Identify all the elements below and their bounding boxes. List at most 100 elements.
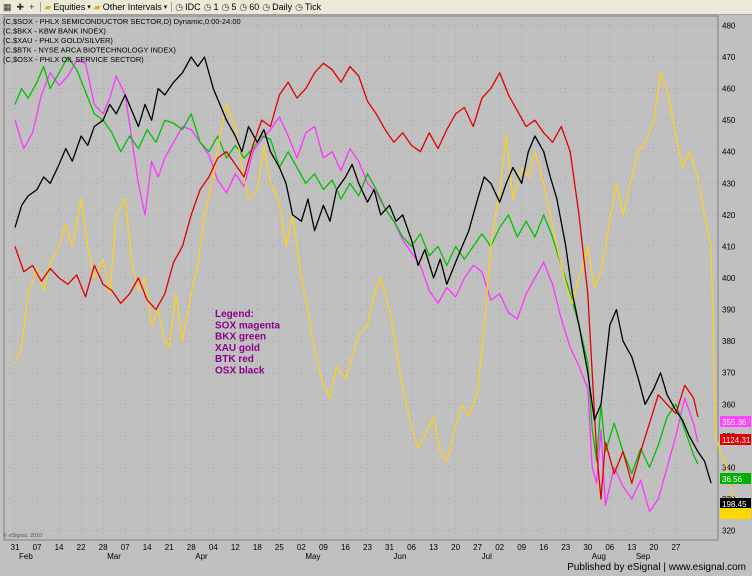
x-tick-label: 12	[231, 543, 240, 552]
clock-icon: ◷	[203, 1, 212, 12]
caret-down-icon: ▾	[87, 4, 91, 11]
x-tick-label: 23	[561, 543, 570, 552]
x-tick-label: 16	[341, 543, 350, 552]
x-tick-label: 07	[33, 543, 42, 552]
legend-line: BKX green	[215, 332, 266, 343]
x-tick-label: 13	[429, 543, 438, 552]
last-value-box-osx	[720, 498, 751, 509]
y-tick-label: 410	[722, 242, 736, 251]
toolbar-item-other-intervals[interactable]: ▰ Other Intervals ▾	[94, 2, 167, 13]
y-tick-label: 370	[722, 369, 736, 378]
toolbar-item-label: Daily	[272, 2, 293, 12]
chart-title-line: (C,$OSX - PHLX OIL SERVICE SECTOR)	[3, 55, 144, 64]
toolbar-item-plus[interactable]: +	[29, 2, 36, 12]
last-value-box-sox	[720, 416, 751, 427]
published-by-label: Published by eSignal | www.esignal.com	[567, 562, 746, 573]
toolbar-item-label: 1	[213, 2, 219, 12]
chart-icon: ▦	[3, 1, 12, 12]
toolbar-item-1[interactable]: ◷ 1	[204, 2, 219, 13]
x-tick-label: 22	[77, 543, 86, 552]
x-tick-label: 20	[451, 543, 460, 552]
x-tick-label: 06	[407, 543, 416, 552]
last-value-label: 36.56	[722, 475, 743, 484]
y-tick-label: 340	[722, 463, 736, 472]
chart-title-line: (C,$XAU - PHLX GOLD/SILVER)	[3, 36, 113, 45]
toolbar-item-chart[interactable]: ▦	[3, 2, 14, 13]
y-tick-label: 400	[722, 274, 736, 283]
x-tick-label: 13	[627, 543, 636, 552]
series-line-osx	[14, 56, 712, 484]
x-tick-label: 27	[671, 543, 680, 552]
caret-down-icon: ▾	[163, 4, 168, 11]
clock-icon: ◷	[295, 1, 303, 12]
clock-icon: ◷	[175, 1, 184, 12]
x-tick-label: 27	[473, 543, 482, 552]
folder-icon: ▰	[93, 1, 101, 12]
x-tick-label: 30	[583, 543, 592, 552]
x-tick-label: 18	[253, 543, 262, 552]
crosshair-icon: ✚	[16, 1, 25, 12]
toolbar-item-label: Other Intervals	[102, 2, 162, 12]
legend-line: OSX black	[215, 366, 265, 377]
month-label: Jun	[394, 552, 407, 561]
x-tick-label: 16	[539, 543, 548, 552]
chart-title-line: (C,$BKX - KBW BANK INDEX)	[3, 27, 106, 36]
x-tick-label: 06	[605, 543, 614, 552]
y-tick-label: 470	[722, 53, 736, 62]
month-label: May	[305, 552, 320, 561]
series-line-btk	[14, 62, 699, 500]
series-line-bkx	[14, 56, 699, 475]
x-tick-label: 28	[99, 543, 108, 552]
y-tick-label: 480	[722, 21, 736, 30]
x-tick-label: 20	[649, 543, 658, 552]
x-tick-label: 02	[495, 543, 504, 552]
toolbar-item-label: Tick	[304, 2, 322, 12]
toolbar-item-daily[interactable]: ◷ Daily	[262, 2, 292, 13]
x-tick-label: 25	[275, 543, 284, 552]
toolbar-separator	[40, 2, 42, 12]
footer-bar: Published by eSignal | www.esignal.com	[0, 561, 752, 576]
last-value-label: 1124.31	[722, 436, 751, 445]
clock-icon: ◷	[262, 1, 271, 12]
copyright-label: © eSignal, 2010	[3, 532, 42, 539]
folder-icon: ▰	[44, 1, 52, 12]
last-value-box-btk	[720, 434, 751, 445]
x-tick-label: 31	[385, 543, 394, 552]
toolbar-item-label: 5	[231, 2, 237, 12]
x-tick-label: 31	[11, 543, 20, 552]
month-label: Jul	[482, 552, 492, 561]
y-tick-label: 420	[722, 211, 736, 220]
x-tick-label: 07	[121, 543, 130, 552]
toolbar-item-idc[interactable]: ◷ IDC	[175, 2, 200, 13]
x-tick-label: 04	[209, 543, 218, 552]
y-tick-label: 460	[722, 85, 736, 94]
y-tick-label: 440	[722, 148, 736, 157]
y-tick-label: 390	[722, 306, 736, 315]
month-label: Feb	[19, 552, 33, 561]
month-label: Aug	[592, 552, 606, 561]
toolbar-item-label: IDC	[185, 2, 201, 12]
chart-title-line: (C,$SOX - PHLX SEMICONDUCTOR SECTOR,D) D…	[3, 17, 241, 26]
last-value-box-xau	[720, 508, 751, 519]
x-tick-label: 09	[517, 543, 526, 552]
toolbar-item-equities[interactable]: ▰ Equities ▾	[44, 2, 90, 13]
legend-line: SOX magenta	[215, 320, 280, 331]
legend-line: XAU gold	[215, 343, 260, 354]
legend-line: Legend:	[215, 309, 254, 320]
toolbar-item-5[interactable]: ◷ 5	[222, 2, 237, 13]
month-label: Apr	[195, 552, 208, 561]
series-line-sox	[14, 59, 699, 513]
y-tick-label: 360	[722, 400, 736, 409]
month-label: Sep	[636, 552, 651, 561]
last-value-box-bkx	[720, 473, 751, 484]
y-tick-label: 380	[722, 337, 736, 346]
toolbar: ▦ ✚ + ▰ Equities ▾ ▰ Other Intervals ▾ ◷ IDC ◷ 1 ◷ 5 ◷ 6…	[0, 0, 752, 15]
toolbar-item-crosshair[interactable]: ✚	[17, 2, 27, 13]
x-tick-label: 09	[319, 543, 328, 552]
x-tick-label: 14	[55, 543, 64, 552]
y-tick-label: 450	[722, 116, 736, 125]
toolbar-item-60[interactable]: ◷ 60	[239, 2, 259, 13]
toolbar-item-tick[interactable]: ◷ Tick	[295, 2, 321, 13]
clock-icon: ◷	[221, 1, 230, 12]
plus-icon: +	[29, 2, 35, 12]
